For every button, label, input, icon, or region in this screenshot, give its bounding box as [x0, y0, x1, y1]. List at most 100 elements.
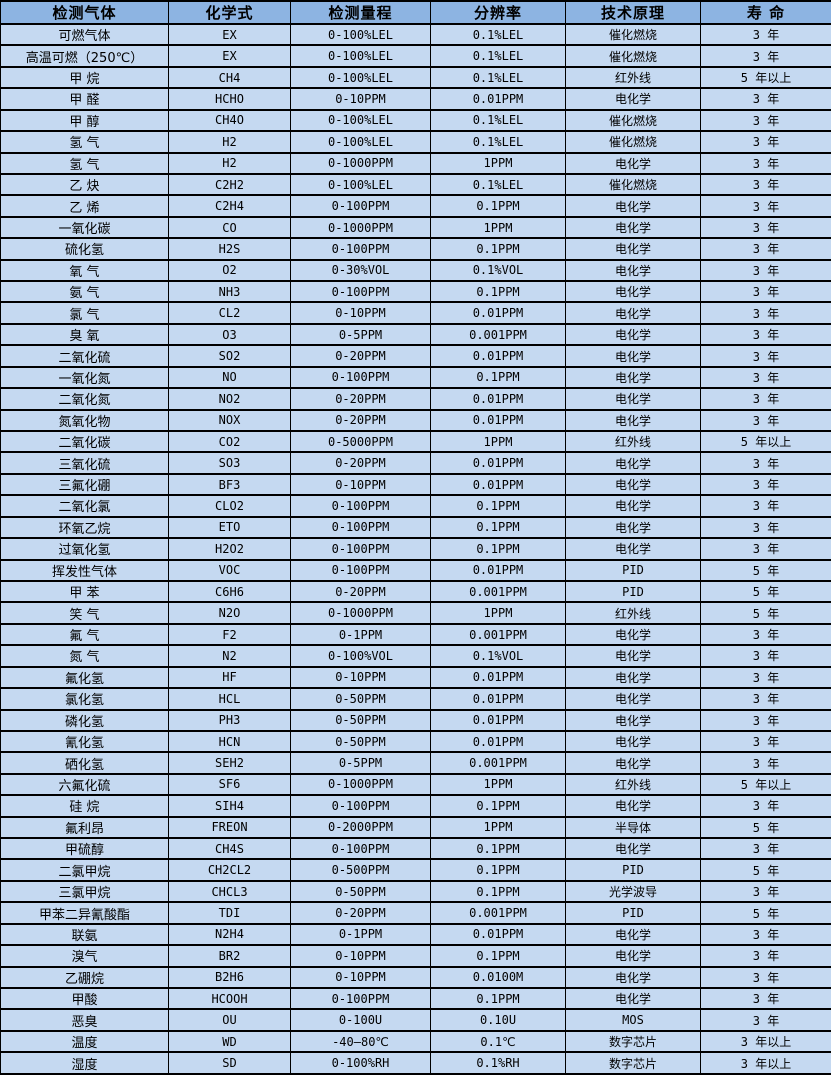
cell-range: 0-500PPM: [290, 858, 431, 882]
cell-principle: 电化学: [565, 258, 701, 283]
cell-principle: 电化学: [565, 237, 701, 261]
header-resolution: 分辨率: [430, 0, 566, 25]
cell-range: 0-1000PPM: [290, 772, 431, 797]
cell-principle: 电化学: [565, 451, 701, 475]
table-row: 湿度 SD 0-100%RH 0.1%RH 数字芯片 3 年以上: [0, 1051, 831, 1075]
cell-lifespan: 3 年: [700, 494, 831, 518]
cell-principle: 催化燃烧: [565, 130, 701, 154]
cell-formula: F2: [168, 622, 291, 647]
cell-range: 0-100%LEL: [290, 130, 431, 154]
cell-principle: 电化学: [565, 408, 701, 433]
cell-resolution: 0.01PPM: [430, 387, 566, 411]
cell-resolution: 0.01PPM: [430, 729, 566, 754]
cell-resolution: 0.01PPM: [430, 472, 566, 497]
cell-lifespan: 3 年: [700, 237, 831, 261]
cell-range: 0-100PPM: [290, 237, 431, 261]
cell-principle: 电化学: [565, 322, 701, 347]
cell-principle: MOS: [565, 1008, 701, 1032]
cell-resolution: 1PPM: [430, 772, 566, 797]
cell-principle: 电化学: [565, 215, 701, 240]
cell-gas: 硅 烷: [0, 794, 169, 818]
cell-range: 0-20PPM: [290, 344, 431, 368]
cell-range: 0-100PPM: [290, 837, 431, 861]
cell-resolution: 0.1%VOL: [430, 644, 566, 668]
cell-principle: 催化燃烧: [565, 44, 701, 68]
cell-lifespan: 3 年: [700, 644, 831, 668]
cell-gas: 甲 烷: [0, 65, 169, 90]
cell-gas: 甲苯二异氰酸酯: [0, 901, 169, 925]
cell-lifespan: 3 年: [700, 344, 831, 368]
cell-range: 0-50PPM: [290, 879, 431, 904]
cell-lifespan: 3 年: [700, 365, 831, 390]
cell-formula: EX: [168, 44, 291, 68]
cell-formula: SD: [168, 1051, 291, 1075]
table-row: 二氧化氮 NO2 0-20PPM 0.01PPM 电化学 3 年: [0, 387, 831, 411]
cell-principle: 催化燃烧: [565, 22, 701, 47]
table-row: 一氧化碳 CO 0-1000PPM 1PPM 电化学 3 年: [0, 215, 831, 240]
cell-resolution: 0.01PPM: [430, 922, 566, 947]
cell-gas: 温度: [0, 1029, 169, 1054]
table-row: 二氧化碳 CO2 0-5000PPM 1PPM 红外线 5 年以上: [0, 429, 831, 454]
cell-gas: 氢 气: [0, 130, 169, 154]
cell-range: 0-30%VOL: [290, 258, 431, 283]
cell-range: 0-100PPM: [290, 494, 431, 518]
table-row: 甲酸 HCOOH 0-100PPM 0.1PPM 电化学 3 年: [0, 986, 831, 1011]
cell-gas: 二氧化硫: [0, 344, 169, 368]
cell-lifespan: 3 年: [700, 944, 831, 968]
cell-principle: 电化学: [565, 622, 701, 647]
cell-principle: 电化学: [565, 472, 701, 497]
cell-lifespan: 3 年: [700, 879, 831, 904]
header-row: 检测气体 化学式 检测量程 分辨率 技术原理 寿 命: [0, 0, 831, 25]
cell-resolution: 0.10U: [430, 1008, 566, 1032]
cell-gas: 磷化氢: [0, 708, 169, 732]
cell-resolution: 0.01PPM: [430, 558, 566, 582]
cell-range: 0-2000PPM: [290, 815, 431, 840]
table-row: 乙 烯 C2H4 0-100PPM 0.1PPM 电化学 3 年: [0, 194, 831, 218]
cell-formula: BR2: [168, 944, 291, 968]
table-row: 三氯甲烷 CHCL3 0-50PPM 0.1PPM 光学波导 3 年: [0, 879, 831, 904]
cell-principle: 电化学: [565, 387, 701, 411]
cell-formula: CL2: [168, 301, 291, 325]
cell-principle: 电化学: [565, 665, 701, 690]
cell-resolution: 0.0100M: [430, 965, 566, 990]
cell-formula: N2O: [168, 601, 291, 625]
table-row: 三氟化硼 BF3 0-10PPM 0.01PPM 电化学 3 年: [0, 472, 831, 497]
cell-principle: 电化学: [565, 494, 701, 518]
cell-resolution: 0.1PPM: [430, 858, 566, 882]
table-row: 硫化氢 H2S 0-100PPM 0.1PPM 电化学 3 年: [0, 237, 831, 261]
cell-formula: O2: [168, 258, 291, 283]
cell-resolution: 0.01PPM: [430, 451, 566, 475]
table-row: 甲 烷 CH4 0-100%LEL 0.1%LEL 红外线 5 年以上: [0, 65, 831, 90]
cell-principle: 数字芯片: [565, 1051, 701, 1075]
cell-lifespan: 3 年: [700, 322, 831, 347]
cell-lifespan: 3 年: [700, 515, 831, 540]
table-row: 乙硼烷 B2H6 0-10PPM 0.0100M 电化学 3 年: [0, 965, 831, 990]
cell-range: 0-100%LEL: [290, 44, 431, 68]
cell-principle: 电化学: [565, 794, 701, 818]
cell-range: 0-20PPM: [290, 387, 431, 411]
cell-lifespan: 3 年: [700, 708, 831, 732]
table-row: 氨 气 NH3 0-100PPM 0.1PPM 电化学 3 年: [0, 280, 831, 304]
header-gas: 检测气体: [0, 0, 169, 25]
cell-lifespan: 3 年: [700, 986, 831, 1011]
cell-principle: PID: [565, 901, 701, 925]
cell-gas: 氯 气: [0, 301, 169, 325]
cell-lifespan: 3 年以上: [700, 1029, 831, 1054]
cell-range: 0-100PPM: [290, 194, 431, 218]
table-row: 氟利昂 FREON 0-2000PPM 1PPM 半导体 5 年: [0, 815, 831, 840]
cell-gas: 氧 气: [0, 258, 169, 283]
cell-range: 0-10PPM: [290, 87, 431, 111]
table-row: 二氯甲烷 CH2CL2 0-500PPM 0.1PPM PID 5 年: [0, 858, 831, 882]
cell-lifespan: 3 年: [700, 729, 831, 754]
cell-resolution: 0.1%LEL: [430, 172, 566, 197]
cell-range: 0-20PPM: [290, 579, 431, 604]
cell-principle: 红外线: [565, 772, 701, 797]
cell-lifespan: 3 年: [700, 215, 831, 240]
cell-formula: N2H4: [168, 922, 291, 947]
cell-lifespan: 3 年: [700, 194, 831, 218]
cell-principle: 电化学: [565, 986, 701, 1011]
cell-lifespan: 3 年: [700, 665, 831, 690]
cell-formula: C2H2: [168, 172, 291, 197]
cell-formula: FREON: [168, 815, 291, 840]
cell-formula: HCHO: [168, 87, 291, 111]
